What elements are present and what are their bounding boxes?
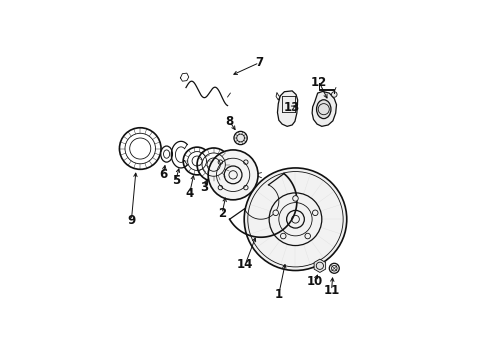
Text: 11: 11 <box>323 284 340 297</box>
Circle shape <box>273 210 278 216</box>
Text: 10: 10 <box>307 275 323 288</box>
Text: 5: 5 <box>172 174 180 187</box>
Text: 2: 2 <box>218 207 226 220</box>
Text: 13: 13 <box>284 101 300 114</box>
Text: 7: 7 <box>255 56 264 69</box>
Text: 3: 3 <box>200 181 208 194</box>
Text: 4: 4 <box>185 187 194 200</box>
Text: 1: 1 <box>275 288 283 301</box>
Circle shape <box>280 233 286 239</box>
Ellipse shape <box>161 146 172 162</box>
Text: 12: 12 <box>311 76 327 89</box>
Circle shape <box>120 128 161 169</box>
Circle shape <box>313 210 318 216</box>
Circle shape <box>234 131 247 145</box>
Circle shape <box>329 263 339 273</box>
Text: 8: 8 <box>225 115 234 128</box>
Circle shape <box>332 92 337 97</box>
Circle shape <box>183 147 211 175</box>
Circle shape <box>208 150 258 200</box>
Text: 14: 14 <box>237 258 253 271</box>
Circle shape <box>293 196 298 201</box>
Circle shape <box>197 148 230 181</box>
Text: 6: 6 <box>159 167 168 180</box>
Circle shape <box>305 233 311 239</box>
Circle shape <box>244 168 347 270</box>
Ellipse shape <box>317 100 331 118</box>
Polygon shape <box>314 259 326 273</box>
Polygon shape <box>312 91 337 126</box>
Text: 9: 9 <box>127 214 136 227</box>
Polygon shape <box>277 91 298 126</box>
